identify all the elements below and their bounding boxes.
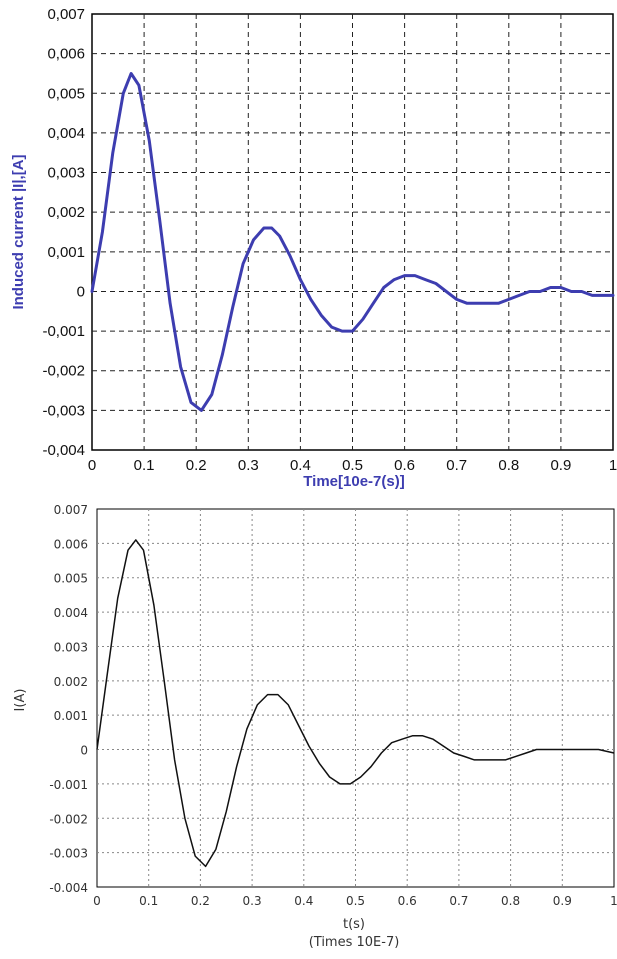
x-tick-label: 0.8 <box>498 457 519 474</box>
y-tick-label: 0 <box>77 283 85 300</box>
y-tick-label: 0.005 <box>54 572 88 586</box>
x-tick-label: 0 <box>93 894 101 908</box>
y-tick-label: 0,005 <box>47 85 85 102</box>
y-tick-label: 0,007 <box>47 6 85 23</box>
top-x-axis-label: Time[10e-7(s)] <box>303 473 404 490</box>
y-tick-label: 0.001 <box>54 709 88 723</box>
x-tick-label: 0.6 <box>394 457 415 474</box>
x-tick-label: 0.4 <box>294 894 313 908</box>
x-tick-label: 0.9 <box>553 894 572 908</box>
top-ticks: 0 0.1 0.2 0.3 0.4 0.5 0.6 0.7 0.8 0.9 1 -0,004 -0,00… <box>42 6 617 474</box>
y-tick-label: 0.007 <box>54 503 88 517</box>
x-tick-label: 1 <box>609 457 617 474</box>
y-tick-label: -0,002 <box>42 363 85 380</box>
x-tick-label: 0.1 <box>134 457 155 474</box>
y-tick-label: -0.003 <box>49 847 88 861</box>
x-tick-label: 0.9 <box>550 457 571 474</box>
y-tick-label: 0,001 <box>47 244 85 261</box>
bottom-grid <box>97 509 614 887</box>
bottom-y-axis-label: I(A) <box>13 689 28 712</box>
y-tick-label: 0,003 <box>47 165 85 182</box>
y-tick-label: 0,006 <box>47 46 85 63</box>
x-tick-label: 0.3 <box>243 894 262 908</box>
x-tick-label: 0.8 <box>501 894 520 908</box>
y-tick-label: -0.002 <box>49 812 88 826</box>
y-tick-label: 0.002 <box>54 675 88 689</box>
y-tick-label: -0,003 <box>42 402 85 419</box>
y-tick-label: 0.004 <box>54 606 88 620</box>
bottom-chart: 0 0.1 0.2 0.3 0.4 0.5 0.6 0.7 0.8 0.9 1 -0.004 -0.00… <box>13 503 617 950</box>
x-tick-label: 0 <box>88 457 96 474</box>
x-tick-label: 0.5 <box>342 457 363 474</box>
x-tick-label: 0.4 <box>290 457 311 474</box>
bottom-x-axis-label: t(s) <box>343 917 365 932</box>
y-tick-label: -0,001 <box>42 323 85 340</box>
x-tick-label: 0.6 <box>398 894 417 908</box>
x-tick-label: 0.3 <box>238 457 259 474</box>
y-tick-label: -0.004 <box>49 881 88 895</box>
bottom-series-line <box>96 539 615 868</box>
top-chart: 0 0.1 0.2 0.3 0.4 0.5 0.6 0.7 0.8 0.9 1 -0,004 -0,00… <box>10 6 617 490</box>
y-tick-label: 0.003 <box>54 640 88 654</box>
x-tick-label: 0.7 <box>449 894 468 908</box>
y-tick-label: -0,004 <box>42 442 85 459</box>
bottom-ticks: 0 0.1 0.2 0.3 0.4 0.5 0.6 0.7 0.8 0.9 1 -0.004 -0.00… <box>49 503 617 908</box>
y-tick-label: 0 <box>80 744 88 758</box>
top-series-line <box>90 72 615 412</box>
y-tick-label: -0.001 <box>49 778 88 792</box>
x-tick-label: 0.7 <box>446 457 467 474</box>
x-tick-label: 1 <box>610 894 617 908</box>
y-tick-label: 0,004 <box>47 125 85 142</box>
y-tick-label: 0.006 <box>54 537 88 551</box>
bottom-x-axis-sublabel: (Times 10E-7) <box>309 935 400 950</box>
x-tick-label: 0.2 <box>191 894 210 908</box>
top-y-axis-label: Induced current |I|,[A] <box>10 154 27 309</box>
x-tick-label: 0.1 <box>139 894 158 908</box>
x-tick-label: 0.2 <box>186 457 207 474</box>
top-grid <box>92 14 613 450</box>
y-tick-label: 0,002 <box>47 204 85 221</box>
x-tick-label: 0.5 <box>346 894 365 908</box>
